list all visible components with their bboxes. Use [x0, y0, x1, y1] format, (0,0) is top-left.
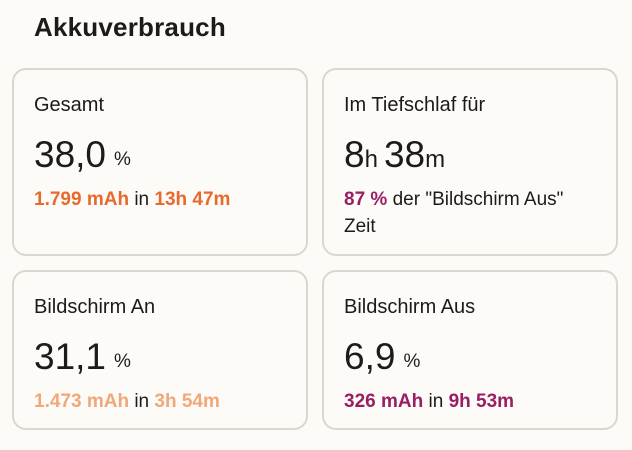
card-deep-sleep-text: der "Bildschirm Aus" Zeit [344, 189, 564, 237]
card-deep-sleep-hours: 8 [344, 134, 365, 175]
card-deep-sleep-sub: 87 % der "Bildschirm Aus" Zeit [344, 186, 584, 240]
card-screen-on[interactable]: Bildschirm An 31,1% 1.473 mAh in 3h 54m [12, 270, 308, 430]
section-title: Akkuverbrauch [34, 12, 226, 42]
card-screen-on-duration: 3h 54m [154, 391, 220, 412]
card-screen-off-value-row: 6,9% [344, 338, 420, 375]
card-screen-off-sub: 326 mAh in 9h 53m [344, 388, 514, 415]
card-screen-on-value-row: 31,1% [34, 338, 131, 375]
card-deep-sleep-value-row: 8h 38m [344, 136, 445, 173]
card-deep-sleep-minutes: 38 [383, 134, 426, 175]
card-total-unit: % [114, 149, 131, 170]
card-total-mah: 1.799 mAh [34, 189, 130, 210]
card-screen-off-duration: 9h 53m [448, 391, 515, 412]
card-screen-on-sub: 1.473 mAh in 3h 54m [34, 388, 220, 415]
card-total-sub: 1.799 mAh in 13h 47m [34, 186, 230, 213]
card-total-connector: in [134, 189, 150, 210]
card-total-value: 38,0 [34, 134, 107, 175]
card-screen-on-connector: in [134, 391, 150, 412]
card-total-value-row: 38,0% [34, 136, 131, 173]
card-screen-on-value: 31,1 [34, 336, 107, 377]
card-deep-sleep-label: Im Tiefschlaf für [344, 94, 486, 116]
card-deep-sleep-hours-unit: h [364, 146, 378, 173]
card-screen-off-value: 6,9 [344, 336, 396, 377]
card-screen-off-label: Bildschirm Aus [344, 296, 476, 318]
card-deep-sleep[interactable]: Im Tiefschlaf für 8h 38m 87 % der "Bildsc… [322, 68, 618, 256]
card-screen-on-mah: 1.473 mAh [34, 391, 130, 412]
card-deep-sleep-percent: 87 % [344, 189, 388, 210]
card-total[interactable]: Gesamt 38,0% 1.799 mAh in 13h 47m [12, 68, 308, 256]
card-screen-on-label: Bildschirm An [34, 296, 156, 318]
card-screen-off[interactable]: Bildschirm Aus 6,9% 326 mAh in 9h 53m [322, 270, 618, 430]
card-screen-off-mah: 326 mAh [344, 391, 424, 412]
card-total-duration: 13h 47m [154, 189, 231, 210]
card-screen-on-unit: % [114, 351, 131, 372]
card-total-label: Gesamt [34, 94, 105, 116]
card-screen-off-unit: % [403, 351, 421, 372]
card-screen-off-connector: in [428, 391, 444, 412]
card-deep-sleep-minutes-unit: m [425, 146, 446, 173]
